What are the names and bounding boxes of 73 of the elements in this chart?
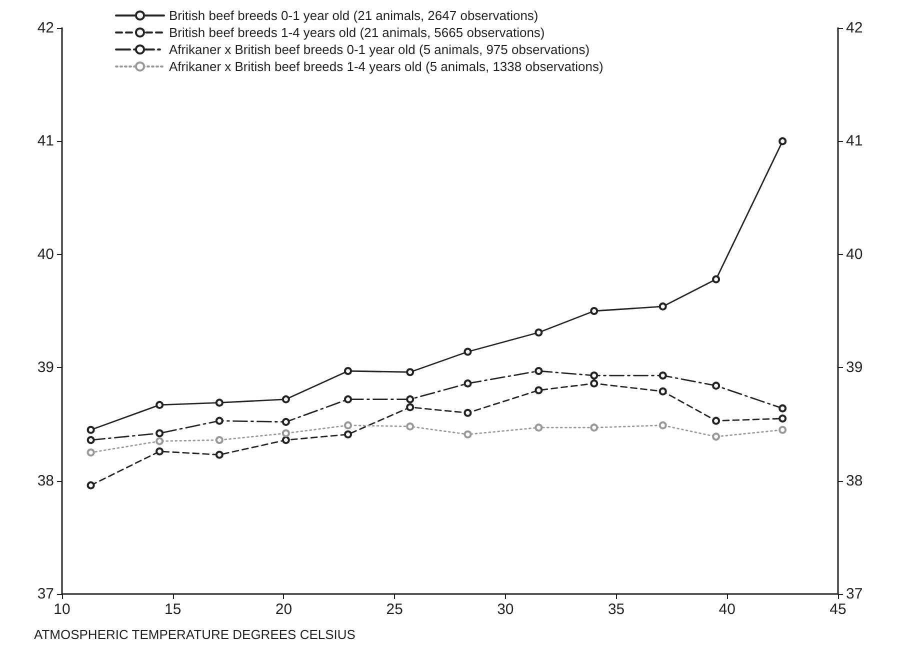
point (215, 436, 224, 444)
point (344, 366, 352, 375)
point (282, 418, 290, 426)
point (590, 372, 598, 380)
x-tick-label: 20 (275, 601, 292, 618)
legend-label: British beef breeds 0-1 year old (21 animals, 2647 observations) (169, 8, 538, 23)
point (590, 379, 598, 388)
point (344, 395, 352, 404)
y2-tick-label: 38 (846, 472, 863, 490)
y-tick-label: 40 (37, 246, 54, 263)
point (156, 400, 164, 409)
point (406, 368, 414, 376)
point (590, 307, 598, 315)
point (344, 430, 352, 438)
point (658, 302, 667, 310)
point (464, 379, 472, 388)
point (712, 432, 720, 441)
legend-label: Afrikaner x British beef breeds 0-1 year old (5 animals, 975 observations) (169, 42, 590, 57)
y2-tick-label: 41 (846, 132, 863, 150)
point (406, 395, 414, 404)
y2-tick-label: 42 (846, 20, 863, 36)
point (156, 429, 164, 438)
point (156, 447, 164, 456)
x-tick-label: 30 (497, 601, 514, 618)
y2-tick-label: 40 (846, 246, 863, 263)
point (282, 395, 290, 404)
point (778, 414, 787, 423)
point (778, 404, 787, 412)
point (215, 398, 224, 407)
point (406, 422, 414, 430)
x-tick-label: 35 (608, 601, 625, 618)
x-tick-label: 40 (718, 601, 736, 618)
y-tick-label: 41 (37, 132, 54, 150)
point (344, 421, 352, 430)
x-axis-title: ATMOSPHERIC TEMPERATURE DEGREES CELSIUS (34, 627, 356, 642)
point (534, 386, 543, 394)
x-tick-label: 10 (54, 601, 70, 618)
point (86, 436, 95, 444)
legend-label: British beef breeds 1-4 years old (21 animals, 5665 observations) (169, 25, 545, 40)
point (590, 424, 598, 432)
point (658, 372, 667, 380)
point (86, 481, 95, 490)
y-tick-label: 42 (37, 20, 54, 36)
legend-label: Afrikaner x British beef breeds 1-4 years old (5 animals, 1338 observations) (169, 59, 604, 74)
point (86, 426, 95, 434)
point (658, 421, 667, 430)
y-tick-label: 37 (37, 586, 54, 602)
point (86, 448, 95, 456)
x-tick-label: 25 (386, 601, 403, 618)
point (712, 416, 720, 425)
point (712, 275, 720, 284)
x-tick-label: 45 (830, 601, 846, 618)
point (534, 328, 543, 337)
y-tick-label: 39 (37, 359, 54, 376)
y2-tick-label: 37 (846, 586, 863, 602)
point (712, 382, 720, 390)
point (156, 437, 164, 446)
y2-tick-label: 39 (846, 359, 863, 376)
point (464, 430, 472, 438)
point (464, 348, 472, 356)
point (406, 403, 414, 412)
point (215, 416, 224, 425)
point (282, 429, 290, 438)
y-tick-label: 38 (37, 472, 54, 490)
point (778, 426, 787, 434)
point (534, 424, 543, 432)
point (215, 450, 224, 459)
point (778, 137, 787, 146)
point (658, 387, 667, 396)
x-tick-label: 15 (164, 601, 182, 618)
point (282, 436, 290, 444)
point (464, 408, 472, 417)
point (534, 366, 543, 375)
